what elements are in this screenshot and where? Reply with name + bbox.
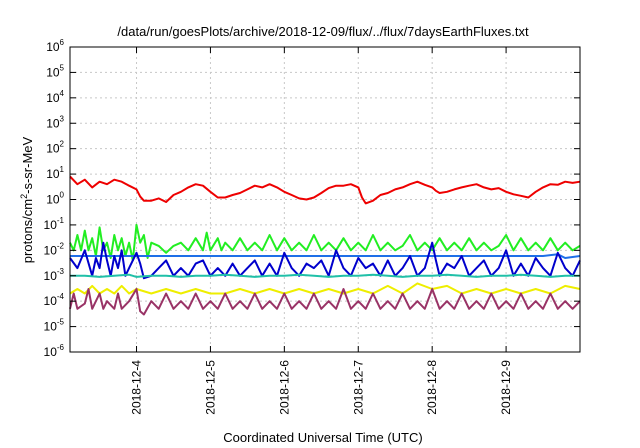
y-axis-label: protons/cm2-s-sr-MeV [19, 136, 35, 263]
y-tick-label: 101 [46, 165, 64, 181]
series-line-2 [69, 223, 581, 262]
y-tick-label: 10-6 [44, 343, 65, 359]
x-axis-label: Coordinated Universal Time (UTC) [223, 430, 422, 445]
x-tick-label: 2018-12-4 [130, 360, 144, 415]
y-tick-label: 106 [46, 38, 64, 54]
x-tick-label: 2018-12-5 [203, 360, 217, 415]
y-tick-label: 100 [46, 191, 64, 207]
x-tick-label: 2018-12-7 [351, 360, 365, 415]
series-line-1 [69, 175, 581, 205]
series-line-5 [70, 273, 580, 278]
y-tick-label: 10-2 [44, 241, 65, 257]
y-tick-label: 103 [46, 114, 64, 130]
series-line-7 [69, 288, 581, 316]
y-tick-label: 102 [46, 140, 64, 156]
y-tick-label: 10-4 [44, 292, 65, 308]
x-tick-label: 2018-12-6 [277, 360, 291, 415]
ticks [70, 46, 580, 353]
series-group [69, 175, 581, 316]
x-tick-label: 2018-12-8 [425, 360, 439, 415]
y-tick-label: 10-5 [44, 318, 65, 334]
y-tick-label: 105 [46, 63, 64, 79]
series-line-4 [69, 241, 581, 280]
x-tick-labels: 2018-12-4 2018-12-5 2018-12-6 2018-12-7 2018… [130, 360, 514, 415]
series-line-6 [69, 282, 581, 295]
y-tick-labels: 10-6 10-5 10-4 10-3 10-2 10-1 100 101 102 103 104 1… [44, 38, 65, 359]
y-tick-label: 104 [46, 89, 64, 105]
y-tick-label: 10-1 [44, 216, 65, 232]
y-tick-label: 10-3 [44, 267, 65, 283]
x-tick-label: 2018-12-9 [499, 360, 513, 415]
chart-title: /data/run/goesPlots/archive/2018-12-09/f… [117, 24, 529, 39]
